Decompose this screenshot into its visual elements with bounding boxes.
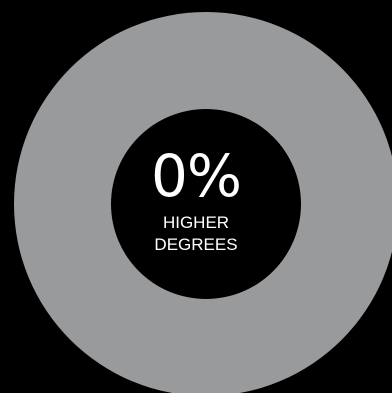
center-caption-line-1: HIGHER: [162, 213, 230, 232]
center-caption-line-2: DEGREES: [154, 235, 238, 254]
donut-hole: [111, 109, 301, 299]
center-value-label: 0%: [150, 142, 242, 210]
